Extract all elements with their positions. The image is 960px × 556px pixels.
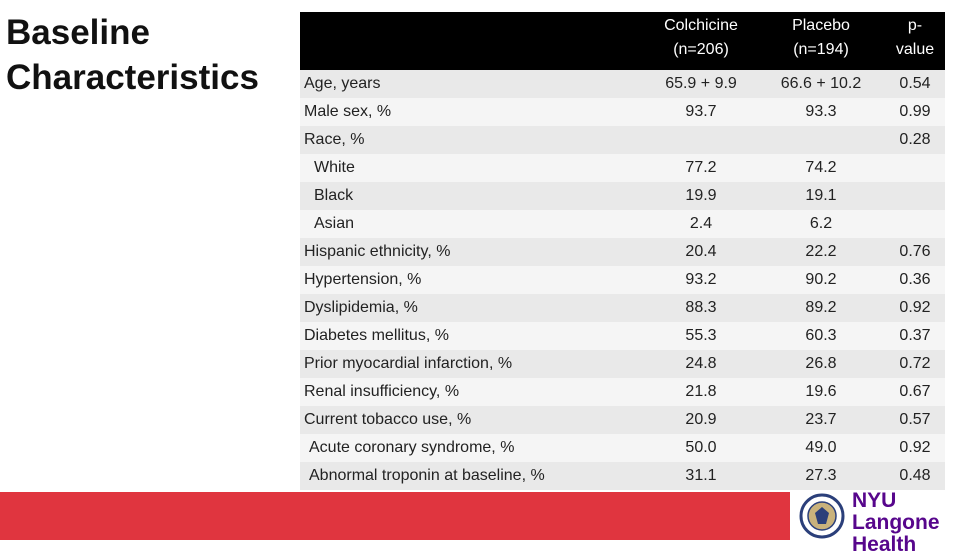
row-label: Hypertension, % xyxy=(300,266,645,294)
cell: 89.2 xyxy=(757,294,885,322)
table-row: White 77.2 74.2 xyxy=(300,154,945,182)
cell: 23.7 xyxy=(757,406,885,434)
row-label: Male sex, % xyxy=(300,98,645,126)
row-label: Abnormal troponin at baseline, % xyxy=(300,462,645,490)
cell: 27.3 xyxy=(757,462,885,490)
column-header-text: Placebo (n=194) xyxy=(792,17,850,58)
row-label: Age, years xyxy=(300,70,645,98)
cell: 24.8 xyxy=(645,350,757,378)
cell: 77.2 xyxy=(645,154,757,182)
cell: 93.2 xyxy=(645,266,757,294)
cell: 55.3 xyxy=(645,322,757,350)
table-row: Current tobacco use, % 20.9 23.7 0.57 xyxy=(300,406,945,434)
cell: 49.0 xyxy=(757,434,885,462)
table-row: Acute coronary syndrome, % 50.0 49.0 0.92 xyxy=(300,434,945,462)
baseline-table: Colchicine (n=206) Placebo (n=194) p-val… xyxy=(300,12,945,490)
table-row: Prior myocardial infarction, % 24.8 26.8 0.… xyxy=(300,350,945,378)
cell: 0.36 xyxy=(885,266,945,294)
cell: 88.3 xyxy=(645,294,757,322)
va-seal xyxy=(799,493,845,539)
table-row: Renal insufficiency, % 21.8 19.6 0.67 xyxy=(300,378,945,406)
cell: 20.9 xyxy=(645,406,757,434)
table-row: Abnormal troponin at baseline, % 31.1 27.3… xyxy=(300,462,945,490)
row-label: Black xyxy=(300,182,645,210)
cell: 0.92 xyxy=(885,294,945,322)
column-header-text: p-value xyxy=(895,17,935,58)
cell: 93.3 xyxy=(757,98,885,126)
row-label: Race, % xyxy=(300,126,645,154)
row-label: Current tobacco use, % xyxy=(300,406,645,434)
cell: 0.37 xyxy=(885,322,945,350)
cell: 20.4 xyxy=(645,238,757,266)
cell: 0.28 xyxy=(885,126,945,154)
row-label: Hispanic ethnicity, % xyxy=(300,238,645,266)
column-header: Colchicine (n=206) xyxy=(645,12,757,70)
column-header: Placebo (n=194) xyxy=(757,12,885,70)
cell: 2.4 xyxy=(645,210,757,238)
cell: 74.2 xyxy=(757,154,885,182)
cell: 0.92 xyxy=(885,434,945,462)
row-label: Dyslipidemia, % xyxy=(300,294,645,322)
table-row: Diabetes mellitus, % 55.3 60.3 0.37 xyxy=(300,322,945,350)
cell xyxy=(885,154,945,182)
slide-title: Baseline Characteristics xyxy=(6,13,259,97)
cell: 0.54 xyxy=(885,70,945,98)
table-row: Black 19.9 19.1 xyxy=(300,182,945,210)
cell: 0.48 xyxy=(885,462,945,490)
cell: 93.7 xyxy=(645,98,757,126)
column-header-text: Colchicine (n=206) xyxy=(664,17,738,58)
row-label: Acute coronary syndrome, % xyxy=(300,434,645,462)
cell: 19.9 xyxy=(645,182,757,210)
cell: 0.67 xyxy=(885,378,945,406)
cell: 31.1 xyxy=(645,462,757,490)
footer-bar xyxy=(0,492,790,540)
cell: 50.0 xyxy=(645,434,757,462)
cell xyxy=(645,126,757,154)
nyu-logo: NYU Langone Health xyxy=(852,490,960,556)
logo-text: NYU Langone xyxy=(852,489,940,534)
table-row: Hispanic ethnicity, % 20.4 22.2 0.76 xyxy=(300,238,945,266)
column-header: p-value xyxy=(885,12,945,70)
cell xyxy=(757,126,885,154)
row-label: White xyxy=(300,154,645,182)
row-label: Diabetes mellitus, % xyxy=(300,322,645,350)
table-row: Age, years 65.9 + 9.9 66.6 + 10.2 0.54 xyxy=(300,70,945,98)
table-row: Asian 2.4 6.2 xyxy=(300,210,945,238)
cell: 66.6 + 10.2 xyxy=(757,70,885,98)
cell: 0.57 xyxy=(885,406,945,434)
cell: 60.3 xyxy=(757,322,885,350)
table-row: Race, % 0.28 xyxy=(300,126,945,154)
cell xyxy=(885,182,945,210)
row-label: Asian xyxy=(300,210,645,238)
row-label: Prior myocardial infarction, % xyxy=(300,350,645,378)
cell: 6.2 xyxy=(757,210,885,238)
table-body: Age, years 65.9 + 9.9 66.6 + 10.2 0.54 Male … xyxy=(300,70,945,490)
cell: 26.8 xyxy=(757,350,885,378)
slide: Baseline Characteristics Colchicine (n=2… xyxy=(0,12,945,556)
cell: 21.8 xyxy=(645,378,757,406)
row-label: Renal insufficiency, % xyxy=(300,378,645,406)
table-row: Male sex, % 93.7 93.3 0.99 xyxy=(300,98,945,126)
table-row: Dyslipidemia, % 88.3 89.2 0.92 xyxy=(300,294,945,322)
cell: 19.1 xyxy=(757,182,885,210)
cell: 0.99 xyxy=(885,98,945,126)
cell: 0.76 xyxy=(885,238,945,266)
cell: 19.6 xyxy=(757,378,885,406)
logo-text: Health xyxy=(852,533,917,556)
header-blank xyxy=(300,12,645,70)
cell: 90.2 xyxy=(757,266,885,294)
table-row: Hypertension, % 93.2 90.2 0.36 xyxy=(300,266,945,294)
cell: 0.72 xyxy=(885,350,945,378)
cell xyxy=(885,210,945,238)
header-row: Colchicine (n=206) Placebo (n=194) p-val… xyxy=(300,12,945,70)
cell: 22.2 xyxy=(757,238,885,266)
cell: 65.9 + 9.9 xyxy=(645,70,757,98)
